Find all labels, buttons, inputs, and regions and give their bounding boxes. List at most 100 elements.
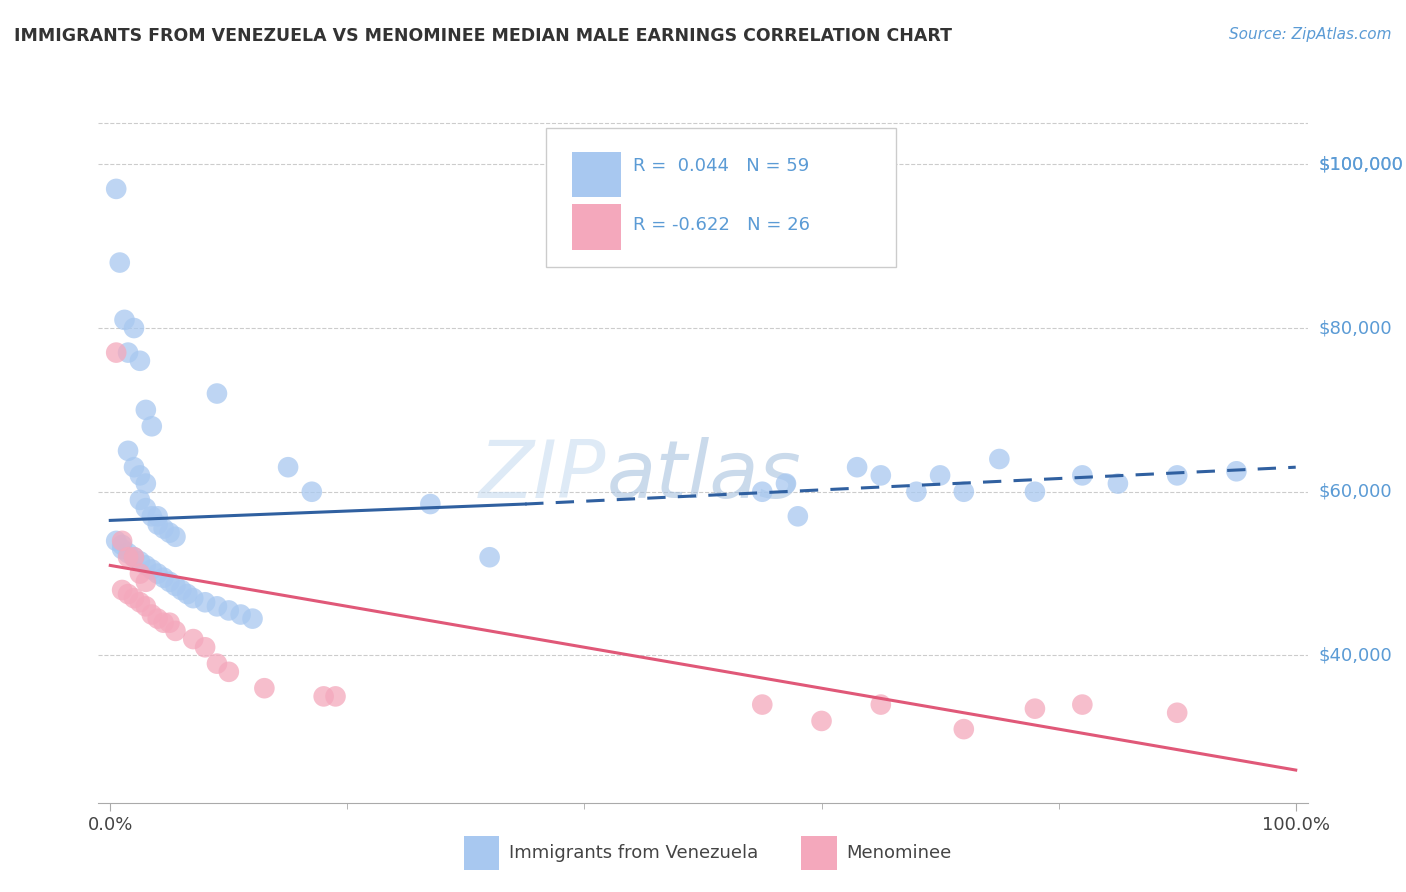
- Point: [218, 665, 240, 679]
- Point: [253, 681, 276, 696]
- Point: [146, 509, 169, 524]
- Point: [242, 612, 264, 626]
- Text: $100,000: $100,000: [1319, 155, 1403, 173]
- Point: [205, 657, 228, 671]
- Point: [146, 612, 169, 626]
- Point: [135, 476, 157, 491]
- Point: [141, 419, 163, 434]
- Point: [478, 550, 501, 565]
- Point: [122, 321, 145, 335]
- Point: [846, 460, 869, 475]
- Text: $80,000: $80,000: [1319, 319, 1392, 337]
- Point: [111, 542, 134, 557]
- Point: [1071, 468, 1094, 483]
- Point: [170, 582, 193, 597]
- Point: [952, 484, 974, 499]
- Point: [105, 345, 128, 359]
- Text: R =  0.044   N = 59: R = 0.044 N = 59: [633, 157, 808, 175]
- Point: [111, 533, 134, 548]
- Point: [165, 624, 187, 638]
- Point: [775, 476, 797, 491]
- Point: [135, 599, 157, 614]
- Point: [105, 533, 128, 548]
- Point: [194, 640, 217, 655]
- Point: [419, 497, 441, 511]
- Point: [905, 484, 928, 499]
- FancyBboxPatch shape: [572, 153, 621, 197]
- Point: [218, 603, 240, 617]
- Text: IMMIGRANTS FROM VENEZUELA VS MENOMINEE MEDIAN MALE EARNINGS CORRELATION CHART: IMMIGRANTS FROM VENEZUELA VS MENOMINEE M…: [14, 27, 952, 45]
- Point: [135, 403, 157, 417]
- Point: [277, 460, 299, 475]
- Point: [135, 574, 157, 589]
- Point: [117, 345, 139, 359]
- Point: [114, 313, 136, 327]
- Point: [129, 353, 152, 368]
- Point: [1024, 484, 1046, 499]
- Text: $40,000: $40,000: [1319, 647, 1392, 665]
- Point: [122, 591, 145, 606]
- Point: [869, 468, 891, 483]
- Point: [108, 255, 131, 269]
- Point: [1166, 468, 1188, 483]
- Point: [135, 558, 157, 573]
- Text: Immigrants from Venezuela: Immigrants from Venezuela: [509, 844, 758, 862]
- Text: $100,000: $100,000: [1319, 155, 1403, 173]
- Point: [159, 615, 181, 630]
- Point: [181, 632, 204, 646]
- Point: [301, 484, 323, 499]
- Point: [869, 698, 891, 712]
- Point: [988, 452, 1011, 467]
- Point: [152, 571, 174, 585]
- Point: [810, 714, 832, 728]
- Text: ZIP: ZIP: [479, 437, 606, 515]
- Point: [1024, 701, 1046, 715]
- Point: [786, 509, 808, 524]
- Point: [129, 492, 152, 507]
- Point: [129, 566, 152, 581]
- Point: [146, 517, 169, 532]
- Point: [111, 582, 134, 597]
- Point: [205, 386, 228, 401]
- Point: [929, 468, 952, 483]
- Point: [165, 530, 187, 544]
- Point: [122, 550, 145, 565]
- Point: [312, 690, 335, 704]
- Point: [1225, 464, 1247, 478]
- Point: [129, 468, 152, 483]
- Point: [122, 550, 145, 565]
- Point: [751, 698, 773, 712]
- Point: [111, 538, 134, 552]
- Point: [1071, 698, 1094, 712]
- Point: [146, 566, 169, 581]
- Point: [117, 587, 139, 601]
- Text: atlas: atlas: [606, 437, 801, 515]
- Text: R = -0.622   N = 26: R = -0.622 N = 26: [633, 217, 810, 235]
- Point: [141, 509, 163, 524]
- Point: [141, 607, 163, 622]
- FancyBboxPatch shape: [546, 128, 897, 267]
- Point: [159, 525, 181, 540]
- Text: Menominee: Menominee: [846, 844, 952, 862]
- Point: [1166, 706, 1188, 720]
- Point: [117, 550, 139, 565]
- Point: [129, 595, 152, 609]
- Point: [751, 484, 773, 499]
- Point: [141, 562, 163, 576]
- Point: [229, 607, 252, 622]
- Point: [176, 587, 198, 601]
- Point: [152, 522, 174, 536]
- Point: [122, 460, 145, 475]
- Point: [135, 501, 157, 516]
- Point: [325, 690, 347, 704]
- Point: [181, 591, 204, 606]
- Point: [952, 722, 974, 736]
- Text: $60,000: $60,000: [1319, 483, 1392, 500]
- Point: [194, 595, 217, 609]
- Point: [117, 546, 139, 560]
- Point: [159, 574, 181, 589]
- Point: [205, 599, 228, 614]
- Text: Source: ZipAtlas.com: Source: ZipAtlas.com: [1229, 27, 1392, 42]
- Point: [152, 615, 174, 630]
- Point: [129, 554, 152, 568]
